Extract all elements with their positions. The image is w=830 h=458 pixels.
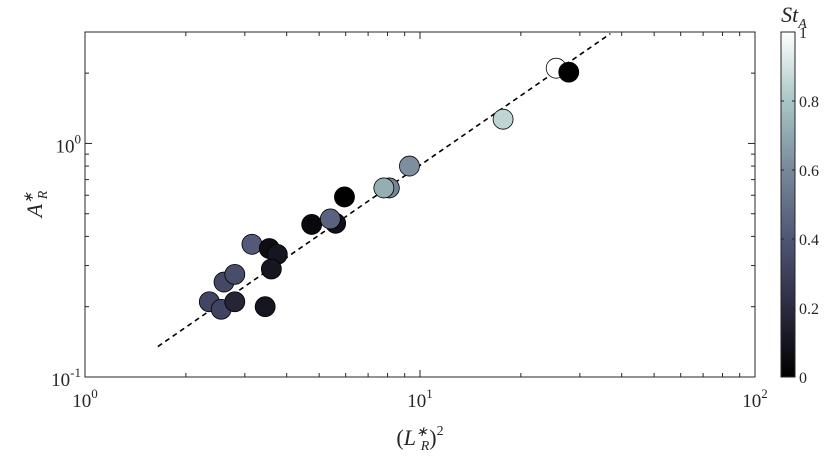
data-point-6 xyxy=(254,296,276,318)
y-tick-labels: 10-1 100 xyxy=(51,131,81,391)
colorbar-tick-label-4: 0.8 xyxy=(799,94,819,111)
colorbar-title: StA xyxy=(781,2,807,32)
colorbar-tick-label-3: 0.6 xyxy=(799,163,819,180)
data-point-4 xyxy=(224,263,246,285)
x-tick-label-0: 100 xyxy=(72,386,98,412)
data-point-9 xyxy=(260,258,282,280)
data-point-15 xyxy=(373,177,395,199)
data-point-16 xyxy=(399,155,420,177)
y-tick-label-1: 100 xyxy=(56,131,82,157)
data-point-10 xyxy=(301,214,323,235)
data-point-13 xyxy=(334,186,355,208)
x-axis-label: (L∗ R)2 xyxy=(396,424,443,454)
colorbar-tick-label-5: 1 xyxy=(799,25,807,42)
points-layer xyxy=(198,57,580,320)
colorbar-tick-label-0: 0 xyxy=(799,370,807,387)
data-point-3 xyxy=(224,291,246,313)
y-tick-label-0: 10-1 xyxy=(51,365,81,391)
x-tick-labels: 100 101 102 xyxy=(72,386,768,412)
plot-area xyxy=(84,31,756,378)
x-tick-label-1: 101 xyxy=(407,386,433,412)
x-tick-label-2: 102 xyxy=(742,386,768,412)
colorbar xyxy=(780,31,796,378)
data-point-19 xyxy=(558,61,580,83)
colorbar-tick-label-1: 0.2 xyxy=(799,301,819,318)
y-axis-label: A∗R xyxy=(22,190,51,219)
ticks-layer xyxy=(84,31,755,378)
colorbar-tick-label-2: 0.4 xyxy=(799,232,819,249)
data-point-12 xyxy=(319,208,341,230)
data-point-17 xyxy=(492,108,514,130)
colorbar-ticks: 0 0.2 0.4 0.6 0.8 1 xyxy=(781,25,819,387)
data-point-5 xyxy=(241,233,263,255)
